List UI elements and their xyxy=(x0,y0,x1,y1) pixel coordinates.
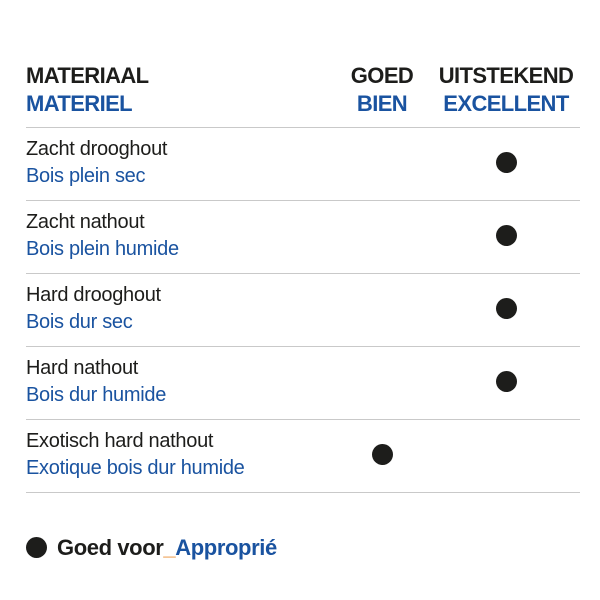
table-row: Hard drooghout Bois dur sec xyxy=(26,274,580,347)
material-name-nl: Exotisch hard nathout xyxy=(26,429,214,452)
material-name-nl: Zacht nathout xyxy=(26,210,145,233)
material-name-fr: Exotique bois dur humide xyxy=(26,456,245,479)
material-cell: Zacht drooghout Bois plein sec xyxy=(26,136,332,190)
legend-label-nl: Goed voor xyxy=(57,534,164,560)
excellent-cell xyxy=(432,136,580,190)
material-name-fr: Bois dur sec xyxy=(26,310,133,333)
table-row: Zacht drooghout Bois plein sec xyxy=(26,128,580,201)
table-header: MATERIAAL MATERIEL GOED BIEN UITSTEKEND … xyxy=(26,62,580,128)
header-excellent-fr: EXCELLENT xyxy=(443,90,569,116)
table-row: Zacht nathout Bois plein humide xyxy=(26,201,580,274)
header-material-nl: MATERIAAL xyxy=(26,63,149,88)
material-name-fr: Bois plein sec xyxy=(26,164,146,187)
header-good-nl: GOED xyxy=(350,63,414,88)
material-cell: Hard drooghout Bois dur sec xyxy=(26,282,332,336)
legend-label-fr: Approprié xyxy=(175,534,277,560)
material-name-fr: Bois plein humide xyxy=(26,237,179,260)
good-cell xyxy=(332,282,432,336)
header-good: GOED BIEN xyxy=(332,62,432,118)
header-good-fr: BIEN xyxy=(356,90,408,116)
legend-underscore: _ xyxy=(163,534,176,560)
rating-dot-icon xyxy=(495,371,517,393)
table-row: Hard nathout Bois dur humide xyxy=(26,347,580,420)
rating-dot-icon xyxy=(371,444,393,466)
material-name-fr: Bois dur humide xyxy=(26,383,167,406)
excellent-cell xyxy=(432,209,580,263)
material-name-nl: Zacht drooghout xyxy=(26,137,168,160)
material-cell: Exotisch hard nathout Exotique bois dur … xyxy=(26,428,332,482)
material-name-nl: Hard drooghout xyxy=(26,283,161,306)
excellent-cell xyxy=(432,355,580,409)
header-excellent: UITSTEKEND EXCELLENT xyxy=(432,62,580,118)
material-name-nl: Hard nathout xyxy=(26,356,139,379)
header-material-fr: MATERIEL xyxy=(26,90,133,116)
rating-dot-icon xyxy=(495,298,517,320)
excellent-cell xyxy=(432,428,580,482)
rating-dot-icon xyxy=(495,152,517,174)
material-cell: Zacht nathout Bois plein humide xyxy=(26,209,332,263)
good-cell xyxy=(332,136,432,190)
header-material: MATERIAAL MATERIEL xyxy=(26,62,332,118)
material-cell: Hard nathout Bois dur humide xyxy=(26,355,332,409)
rating-dot-icon xyxy=(495,225,517,247)
header-excellent-nl: UITSTEKEND xyxy=(438,63,574,88)
legend: Goed voor _ Approprié xyxy=(26,535,580,561)
good-cell xyxy=(332,355,432,409)
filled-circle-icon xyxy=(26,537,47,559)
excellent-cell xyxy=(432,282,580,336)
table-row: Exotisch hard nathout Exotique bois dur … xyxy=(26,420,580,493)
good-cell xyxy=(332,428,432,482)
good-cell xyxy=(332,209,432,263)
